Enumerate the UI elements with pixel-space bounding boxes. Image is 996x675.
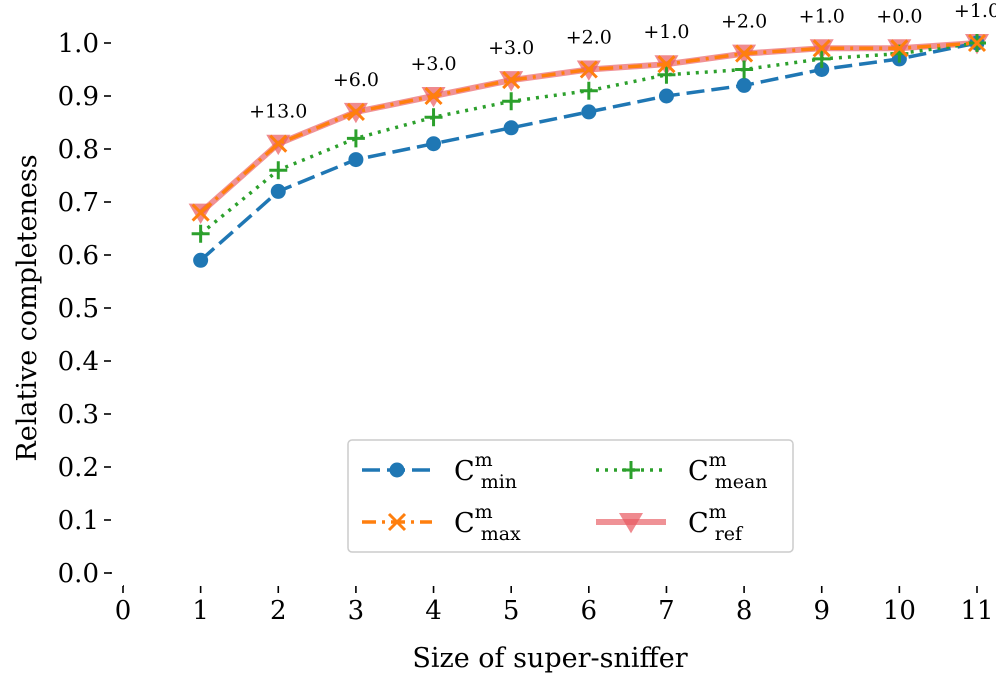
series-layer	[188, 33, 989, 268]
data-point	[890, 39, 909, 58]
data-point	[346, 102, 365, 121]
data-point	[426, 136, 442, 152]
data-point	[812, 49, 831, 68]
y-tick-label: 0.1	[58, 506, 99, 536]
x-tick-label: 4	[425, 596, 442, 626]
data-point	[735, 44, 754, 63]
annotation-label: +3.0	[410, 53, 456, 75]
x-tick-label: 1	[192, 596, 209, 626]
legend-label: Cm ref	[688, 501, 744, 545]
data-point	[657, 65, 676, 84]
data-point	[502, 92, 521, 111]
data-point	[502, 71, 521, 90]
annotation-label: +3.0	[488, 37, 534, 59]
x-tick-label: 2	[270, 596, 287, 626]
annotation-label: +1.0	[954, 0, 996, 22]
data-point	[735, 60, 754, 79]
data-point	[346, 129, 365, 148]
data-point	[581, 104, 597, 120]
series-max	[191, 33, 987, 222]
y-tick-label: 0.9	[58, 82, 99, 112]
data-point	[967, 33, 987, 53]
data-point	[424, 108, 443, 127]
annotation-label: +0.0	[876, 5, 922, 27]
x-tick-label: 3	[348, 596, 365, 626]
legend-label: Cm mean	[688, 449, 768, 493]
data-point	[814, 62, 830, 77]
data-point	[193, 252, 209, 268]
data-point	[387, 512, 407, 532]
annotation-label: +2.0	[721, 11, 767, 33]
data-point	[191, 203, 210, 222]
data-point	[579, 60, 598, 79]
y-tick-label: 0.0	[58, 559, 99, 589]
x-tick-label: 6	[581, 596, 598, 626]
x-tick-label: 11	[960, 596, 993, 626]
y-tick-label: 0.6	[58, 241, 99, 271]
x-tick-label: 7	[658, 596, 675, 626]
x-axis-title: Size of super-sniffer	[412, 643, 687, 674]
annotation-label: +6.0	[333, 69, 379, 91]
annotation-layer: +13.0 +6.0 +3.0 +3.0 +2.0 +1.0 +2.0 +1.0 +0.0 +1.…	[249, 0, 996, 123]
y-tick-label: 0.8	[58, 135, 99, 165]
annotation-label: +1.0	[643, 21, 689, 43]
y-axis-title: Relative completeness	[12, 154, 43, 461]
data-point	[812, 39, 831, 58]
data-point	[503, 120, 519, 136]
y-tick-label: 0.4	[58, 347, 99, 377]
data-point	[270, 183, 286, 199]
y-tick-label: 0.5	[58, 294, 99, 324]
x-tick-label: 0	[115, 596, 132, 626]
legend-box	[347, 439, 794, 553]
legend-label: Cm max	[454, 501, 521, 545]
legend: Cm min Cm mean Cm max Cm ref	[347, 439, 794, 553]
data-point	[619, 513, 643, 534]
legend-item-min: Cm min	[362, 449, 517, 493]
data-point	[269, 161, 288, 180]
data-point	[658, 88, 674, 104]
data-point	[348, 152, 364, 168]
annotation-label: +2.0	[566, 27, 612, 49]
data-point	[579, 81, 598, 100]
data-point	[269, 134, 288, 153]
y-tick-label: 0.2	[58, 453, 99, 483]
data-point	[389, 462, 405, 478]
axes: 0.0 0.1 0.2 0.3 0.4 0.5 0.6 0.7 0.8 0.9 1.0 0 1 2 3 4 5 6…	[58, 29, 994, 626]
data-point	[424, 86, 443, 106]
x-tick-label: 10	[883, 596, 916, 626]
series-min	[193, 35, 985, 268]
x-tick-label: 9	[813, 596, 830, 626]
x-tick-label: 8	[736, 596, 753, 626]
legend-item-mean: Cm mean	[596, 449, 768, 493]
data-point	[736, 77, 752, 93]
legend-label: Cm min	[454, 449, 517, 493]
annotation-label: +13.0	[249, 101, 307, 123]
legend-item-max: Cm max	[362, 501, 521, 545]
annotation-label: +1.0	[799, 5, 845, 27]
y-tick-label: 0.7	[58, 188, 99, 218]
legend-item-ref: Cm ref	[596, 501, 744, 545]
data-point	[622, 461, 640, 479]
y-tick-label: 1.0	[58, 29, 99, 59]
data-point	[657, 55, 676, 74]
x-tick-label: 5	[503, 596, 520, 626]
data-point	[191, 224, 210, 243]
y-tick-label: 0.3	[58, 400, 99, 430]
